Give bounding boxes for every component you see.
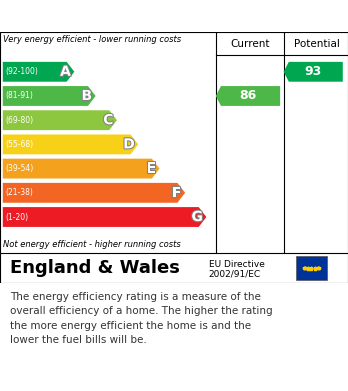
Text: 2002/91/EC: 2002/91/EC	[209, 270, 261, 279]
Polygon shape	[3, 207, 206, 227]
Text: A: A	[60, 65, 71, 79]
Text: Potential: Potential	[294, 39, 340, 48]
Text: England & Wales: England & Wales	[10, 259, 180, 277]
Polygon shape	[3, 135, 138, 154]
Bar	[296, 256, 327, 280]
Text: E: E	[147, 161, 156, 176]
Text: 86: 86	[239, 90, 256, 102]
Polygon shape	[3, 110, 117, 130]
Text: Very energy efficient - lower running costs: Very energy efficient - lower running co…	[3, 35, 182, 44]
Text: (81-91): (81-91)	[6, 91, 33, 100]
Polygon shape	[216, 86, 280, 106]
Text: (1-20): (1-20)	[6, 213, 29, 222]
Text: B: B	[81, 89, 92, 103]
Text: Energy Efficiency Rating: Energy Efficiency Rating	[10, 8, 239, 26]
Text: 93: 93	[304, 65, 322, 78]
Text: The energy efficiency rating is a measure of the
overall efficiency of a home. T: The energy efficiency rating is a measur…	[10, 292, 273, 345]
Text: G: G	[191, 210, 203, 224]
Text: (21-38): (21-38)	[6, 188, 33, 197]
Text: Current: Current	[231, 39, 270, 48]
Text: Not energy efficient - higher running costs: Not energy efficient - higher running co…	[3, 240, 181, 249]
Text: (39-54): (39-54)	[6, 164, 34, 173]
Text: D: D	[123, 137, 135, 151]
Text: F: F	[172, 186, 182, 200]
Polygon shape	[3, 183, 185, 203]
Polygon shape	[3, 62, 74, 82]
Text: EU Directive: EU Directive	[209, 260, 265, 269]
Polygon shape	[3, 159, 159, 179]
Polygon shape	[284, 62, 343, 82]
Polygon shape	[3, 86, 96, 106]
Text: (69-80): (69-80)	[6, 116, 34, 125]
Text: (92-100): (92-100)	[6, 67, 38, 76]
Text: C: C	[103, 113, 113, 127]
Text: (55-68): (55-68)	[6, 140, 34, 149]
